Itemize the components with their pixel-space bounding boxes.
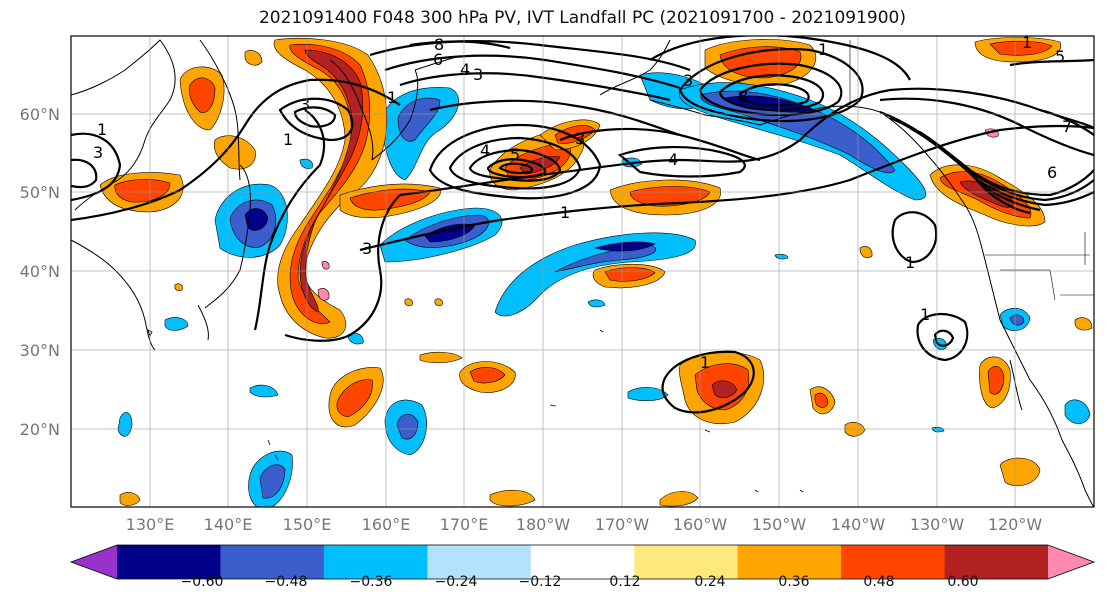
lon-label: 170°E [440, 515, 489, 534]
contour-label: 8 [738, 87, 748, 106]
contour-label: 1 [905, 253, 915, 272]
lat-label: 40°N [20, 262, 60, 281]
chart-title: 2021091400 F048 300 hPa PV, IVT Landfall… [258, 8, 906, 28]
contour-label: 1 [283, 130, 293, 149]
contour-label: 8 [434, 35, 444, 54]
map-background [71, 36, 1094, 507]
colorbar-extend-max [1048, 545, 1094, 579]
map-frame [70, 35, 1095, 508]
contour-label: 3 [473, 65, 483, 84]
lon-label: 150°W [752, 515, 807, 534]
contour-label: 1 [920, 305, 930, 324]
colorbar-tick-label: 0.12 [609, 574, 640, 590]
contour-label: 1 [97, 120, 107, 139]
ivt-contours [71, 36, 1094, 414]
colorbar-tick-label: 0.36 [778, 574, 809, 590]
lon-label: 130°E [126, 515, 175, 534]
contour-label: 1 [1022, 33, 1032, 52]
contour-label: 1 [700, 353, 710, 372]
colorbar-segment [841, 545, 946, 579]
contour-label: 6 [433, 50, 443, 69]
contour-labels: 1 3 1 3 1 1 3 6 8 3 4 3 5 4 3 8 1 4 6 5 … [93, 33, 1072, 372]
contour-label: 5 [510, 145, 520, 164]
lon-label: 150°E [283, 515, 332, 534]
contour-label: 3 [93, 143, 103, 162]
colorbar-segment [737, 545, 842, 579]
lon-label: 160°W [673, 515, 728, 534]
contour-label: 3 [575, 129, 585, 148]
contour-label: 4 [668, 150, 678, 169]
contour-label: 1 [560, 203, 570, 222]
contour-label: 1 [387, 88, 397, 107]
contour-label: 4 [460, 60, 470, 79]
lon-label: 120°W [988, 515, 1043, 534]
lon-label: 160°E [362, 515, 411, 534]
lat-label: 60°N [20, 105, 60, 124]
colorbar-segment [634, 545, 739, 579]
contour-label: 3 [683, 71, 693, 90]
contour-label: 3 [362, 239, 372, 258]
colorbar-segment [530, 545, 635, 579]
lon-label: 170°W [595, 515, 650, 534]
colorbar-tick-label: 0.24 [694, 574, 725, 590]
contour-label: 6 [1047, 163, 1057, 182]
colorbar-tick-label: 0.48 [863, 574, 894, 590]
contour-label: 5 [1055, 47, 1065, 66]
colorbar-segment [323, 545, 428, 579]
colorbar-segment [220, 545, 325, 579]
colorbar-tick-label: −0.60 [181, 574, 224, 590]
colorbar-tick-labels: −0.60 −0.48 −0.36 −0.24 −0.12 0.12 0.24 … [181, 574, 979, 590]
longitude-labels: 130°E 140°E 150°E 160°E 170°E 180°W 170°… [126, 515, 1043, 534]
colorbar [69, 544, 1096, 580]
lat-label: 20°N [20, 420, 60, 439]
colorbar-outline [69, 544, 1096, 580]
contour-label: 3 [300, 95, 310, 114]
lon-label: 180°W [516, 515, 571, 534]
colorbar-tick-label: −0.48 [265, 574, 308, 590]
gridlines [71, 36, 1094, 507]
colorbar-extend-min [71, 545, 117, 579]
colorbar-tick-label: −0.12 [519, 574, 562, 590]
colorbar-tick-label: 0.60 [947, 574, 978, 590]
colorbar-tick-label: −0.24 [435, 574, 478, 590]
colorbar-segment [944, 545, 1049, 579]
contour-label: 4 [480, 141, 490, 160]
latitude-labels: 60°N 50°N 40°N 30°N 20°N [20, 105, 60, 439]
coastlines [71, 39, 1094, 507]
contour-label: 1 [818, 40, 828, 59]
lat-label: 30°N [20, 341, 60, 360]
colorbar-segment [427, 545, 532, 579]
lat-label: 50°N [20, 183, 60, 202]
colorbar-segment [117, 545, 221, 579]
islands [147, 329, 804, 493]
contour-label: 7 [1062, 117, 1072, 136]
lon-label: 140°E [204, 515, 253, 534]
colorbar-tick-label: −0.36 [350, 574, 393, 590]
lon-label: 140°W [831, 515, 886, 534]
political-borders [849, 40, 1094, 301]
lon-label: 130°W [910, 515, 965, 534]
map-content: 1 3 1 3 1 1 3 6 8 3 4 3 5 4 3 8 1 4 6 5 … [71, 33, 1094, 507]
